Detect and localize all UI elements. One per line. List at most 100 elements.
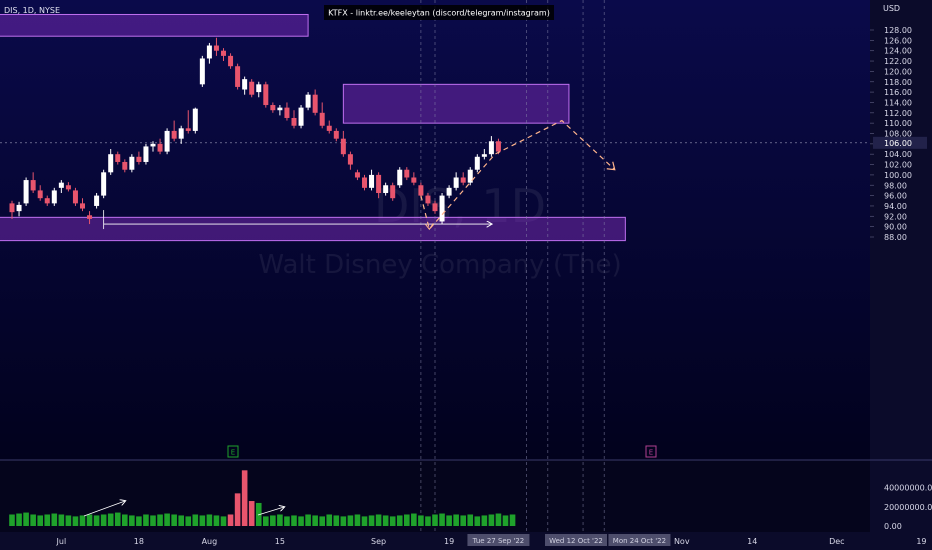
watermark-subtitle: Walt Disney Company (The) (258, 250, 621, 280)
volume-bar (107, 513, 114, 526)
time-tick-label: Nov (674, 537, 690, 546)
time-tick-label: Sep (371, 537, 386, 546)
candle-body (136, 156, 142, 162)
time-tick-label: 18 (134, 537, 144, 546)
candle (411, 172, 417, 186)
time-tick-label: 14 (747, 537, 757, 546)
candle (467, 167, 473, 186)
price-tick-label: 126.00 (884, 36, 912, 45)
volume-bar (9, 514, 15, 526)
volume-trend-arrow (83, 501, 125, 517)
candle (495, 138, 501, 155)
candle-body (319, 112, 325, 126)
volume-bar (446, 515, 452, 526)
annotation-layer (103, 119, 616, 231)
volume-bar (178, 515, 184, 526)
candle-body (115, 154, 121, 162)
price-tick-label: 112.00 (884, 109, 912, 118)
price-tick-label: 98.00 (884, 181, 907, 190)
candle (171, 120, 177, 142)
volume-bar (157, 514, 163, 526)
time-axis[interactable]: Jul 18 Aug 15 Sep 19 Nov 14 Dec 19 Tue 27 Sep '22 W… (0, 532, 927, 550)
candle-body (108, 154, 114, 173)
candle-body (340, 138, 346, 155)
volume-axis[interactable]: 40000000.00 20000000.00 0.00 (884, 484, 932, 531)
volume-bar (411, 513, 417, 526)
candle-body (213, 45, 219, 51)
candle (249, 79, 255, 98)
volume-bar (319, 516, 325, 526)
volume-bar (150, 515, 156, 526)
candle (425, 193, 431, 206)
candle (369, 169, 375, 191)
candle-body (481, 154, 487, 157)
volume-bar (270, 515, 276, 526)
volume-bar (23, 512, 29, 526)
volume-bar (79, 515, 86, 526)
banner-background (324, 5, 554, 20)
volume-bar (375, 514, 382, 526)
earnings-marker-label: E (231, 449, 235, 457)
projection-arrowhead (606, 161, 616, 171)
candle (256, 81, 262, 98)
candle (277, 105, 283, 116)
candle (30, 172, 36, 194)
time-tick-label: 15 (275, 537, 285, 546)
crosshair-lines (420, 0, 605, 540)
candle-body (446, 187, 452, 196)
candle (390, 182, 396, 201)
candle (9, 200, 15, 219)
volume-bar (263, 516, 269, 526)
crosshair-date-label: Wed 12 Oct '22 (549, 537, 603, 545)
candle-body (157, 143, 163, 152)
current-price-tag-label: 106.00 (884, 139, 912, 148)
candle (44, 195, 50, 206)
volume-bar (453, 514, 459, 526)
candle (23, 177, 29, 206)
candle (185, 110, 191, 134)
candle-body (404, 169, 410, 178)
time-tick-label: Jul (56, 537, 67, 546)
volume-bar (199, 515, 206, 526)
candle (474, 154, 480, 173)
candle-body (488, 141, 494, 155)
candle-body (369, 174, 375, 188)
candle (383, 182, 389, 196)
candles-layer (0, 37, 870, 225)
volume-bar (418, 515, 424, 526)
candle (65, 182, 71, 192)
earnings-marker-1[interactable]: E (227, 445, 239, 458)
banner-text: KTFX - linktr.ee/keeleytan (discord/tele… (328, 9, 550, 18)
volume-bar (291, 515, 297, 526)
candle-body (432, 203, 438, 212)
candle (298, 105, 304, 129)
volume-bar (206, 514, 213, 526)
candle-body (192, 108, 198, 131)
volume-bar (37, 515, 43, 526)
candle (136, 151, 142, 165)
candle (94, 193, 100, 209)
candle-body (298, 107, 304, 126)
candle (404, 167, 410, 181)
volume-bar (305, 514, 311, 526)
candle-body (65, 185, 71, 190)
candle-body (235, 66, 241, 87)
candle (115, 151, 121, 165)
projection-bottom-mark (424, 222, 434, 231)
candle-body (228, 55, 234, 67)
candle-body (495, 141, 501, 152)
volume-layer (9, 470, 516, 526)
volume-bar (488, 514, 495, 526)
candle-body (101, 172, 107, 196)
candle-body (206, 45, 212, 59)
price-tick-label: 100.00 (884, 171, 912, 180)
earnings-marker-2[interactable]: E (645, 445, 657, 458)
candle (206, 42, 212, 64)
candle (58, 180, 64, 194)
volume-bar (30, 514, 36, 526)
price-tick-label: 108.00 (884, 130, 912, 139)
volume-bar (72, 516, 79, 526)
volume-bar (100, 514, 107, 526)
